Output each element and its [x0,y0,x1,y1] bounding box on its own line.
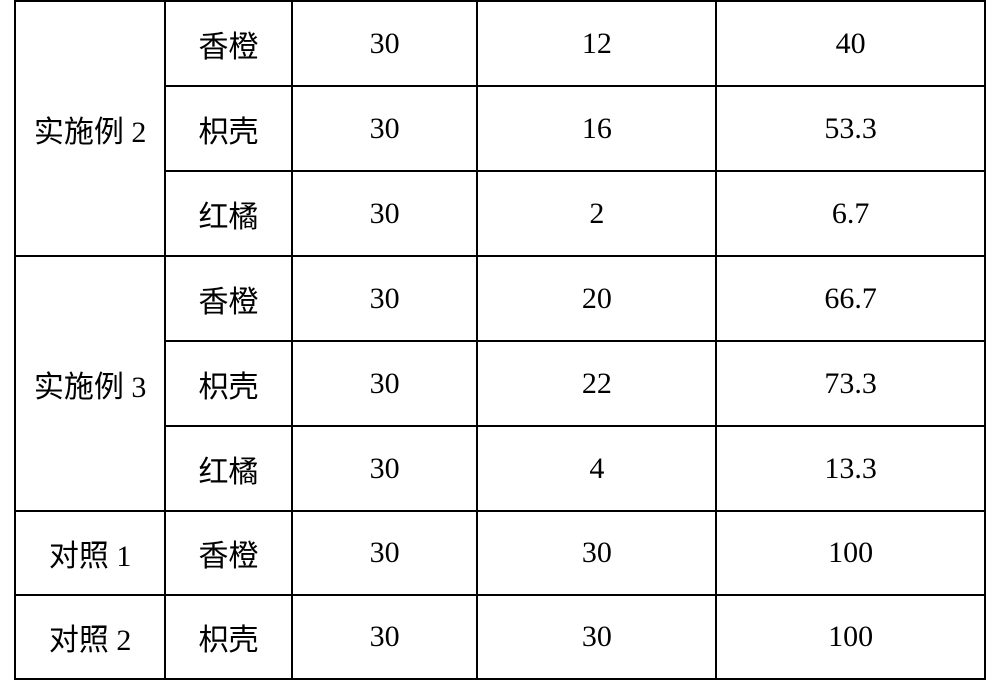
value-cell: 22 [477,341,716,426]
name-cell: 香橙 [165,511,292,595]
group-label-cell: 对照 2 [15,595,165,679]
value-cell: 30 [292,171,478,256]
value-cell: 2 [477,171,716,256]
name-cell: 香橙 [165,256,292,341]
table-row: 实施例 2 香橙 30 12 40 [15,1,985,86]
value-cell: 20 [477,256,716,341]
value-cell: 16 [477,86,716,171]
value-cell: 6.7 [716,171,985,256]
value-cell: 73.3 [716,341,985,426]
name-cell: 枳壳 [165,595,292,679]
value-cell: 66.7 [716,256,985,341]
value-cell: 30 [292,1,478,86]
name-cell: 枳壳 [165,341,292,426]
value-cell: 100 [716,511,985,595]
name-cell: 香橙 [165,1,292,86]
data-table: 实施例 2 香橙 30 12 40 枳壳 30 16 53.3 红橘 30 2 … [14,0,986,680]
value-cell: 40 [716,1,985,86]
value-cell: 30 [477,595,716,679]
value-cell: 30 [292,256,478,341]
name-cell: 枳壳 [165,86,292,171]
group-label-cell: 实施例 3 [15,256,165,511]
value-cell: 4 [477,426,716,511]
value-cell: 30 [292,341,478,426]
group-label-cell: 对照 1 [15,511,165,595]
value-cell: 30 [292,511,478,595]
table-row: 对照 2 枳壳 30 30 100 [15,595,985,679]
table-row: 实施例 3 香橙 30 20 66.7 [15,256,985,341]
value-cell: 30 [477,511,716,595]
table-row: 对照 1 香橙 30 30 100 [15,511,985,595]
name-cell: 红橘 [165,426,292,511]
value-cell: 53.3 [716,86,985,171]
value-cell: 30 [292,595,478,679]
value-cell: 12 [477,1,716,86]
value-cell: 30 [292,86,478,171]
name-cell: 红橘 [165,171,292,256]
value-cell: 30 [292,426,478,511]
value-cell: 13.3 [716,426,985,511]
value-cell: 100 [716,595,985,679]
group-label-cell: 实施例 2 [15,1,165,256]
